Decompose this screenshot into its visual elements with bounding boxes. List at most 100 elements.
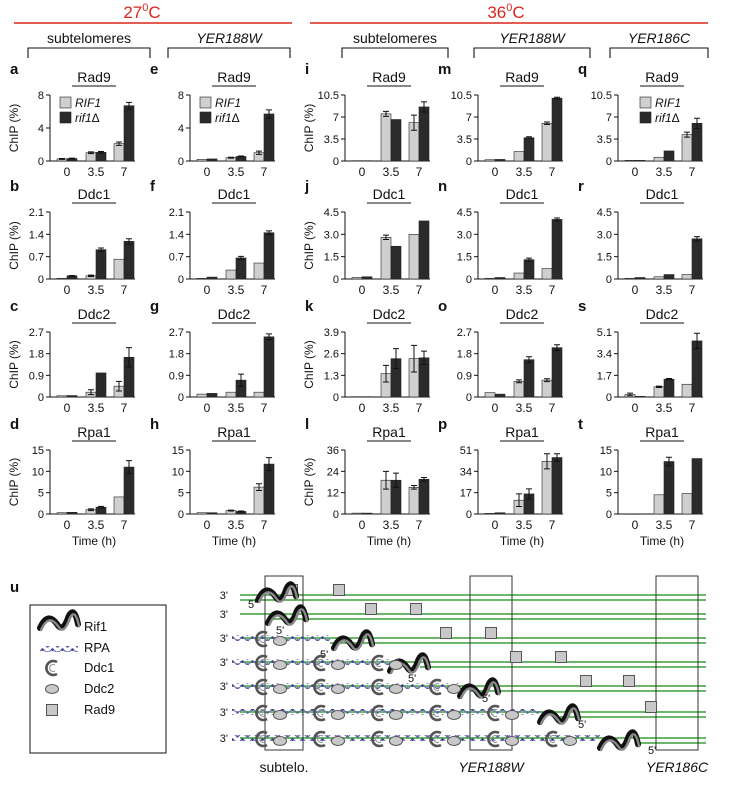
rad9-icon <box>485 627 497 639</box>
y-tick-label: 15 <box>172 445 184 457</box>
x-tick-label: 0 <box>492 165 499 179</box>
error-bar <box>383 110 389 117</box>
legend-swatch-wt <box>59 96 72 109</box>
x-tick-label: 3.5 <box>516 165 533 179</box>
error-bar <box>383 234 389 241</box>
error-bar <box>554 217 560 222</box>
x-tick-label: 0 <box>632 518 639 532</box>
y-tick-label: 0 <box>606 509 612 521</box>
y-axis-label: ChIP (%) <box>7 340 21 388</box>
x-axis-label: Time (h) <box>72 534 116 548</box>
bar-rif1-delta <box>235 257 247 280</box>
panel-letter: t <box>578 416 583 433</box>
y-tick-label: 0 <box>466 274 472 286</box>
error-bar <box>266 109 272 119</box>
y-tick-label: 10.5 <box>591 90 612 102</box>
y-tick-label: 12 <box>327 488 339 500</box>
error-bar <box>69 157 75 160</box>
bar-rif1-delta <box>263 113 275 162</box>
bar-rif1-delta <box>418 220 430 280</box>
protein-label: Ddc2 <box>78 306 111 322</box>
y-tick-label: 0 <box>333 156 339 168</box>
error-bar <box>421 101 427 113</box>
bar-rif1-wt <box>653 156 665 162</box>
y-tick-label: 2.1 <box>29 207 44 219</box>
error-bar <box>266 457 272 471</box>
bar-rif1-delta <box>523 359 535 398</box>
rpa-icon <box>232 735 600 741</box>
protein-label: Ddc1 <box>646 186 679 202</box>
bar-rif1-delta <box>206 276 218 280</box>
x-tick-label: 3.5 <box>383 283 400 297</box>
error-bar <box>383 364 389 383</box>
group-bracket <box>27 47 151 58</box>
y-tick-label: 2.1 <box>169 207 184 219</box>
panel-letter: n <box>438 178 447 195</box>
y-axis-label: ChIP (%) <box>7 104 21 152</box>
ddc1-icon <box>255 630 268 648</box>
error-bar <box>98 247 104 252</box>
legend-label-rpa: RPA <box>84 640 110 655</box>
ddc1-icon <box>545 730 558 748</box>
ddc2-icon <box>273 736 287 746</box>
error-bar <box>526 356 532 364</box>
bar-rif1-delta <box>390 119 402 162</box>
chart-panel-f: f Ddc1 0 0.7 1.4 2.1 0 3.5 7 <box>150 178 275 297</box>
bar-rif1-delta <box>418 479 430 515</box>
ddc2-icon <box>447 736 461 746</box>
y-tick-label: 0 <box>333 509 339 521</box>
y-tick-label: 0 <box>606 274 612 286</box>
bar-rif1-delta <box>494 277 506 280</box>
ddc1-inner <box>259 634 266 644</box>
rif1-icon <box>37 609 81 631</box>
rad9-icon <box>623 675 635 687</box>
x-tick-label: 3.5 <box>228 165 245 179</box>
y-tick-label: 0 <box>178 509 184 521</box>
error-bar <box>393 348 399 370</box>
y-tick-label: 0 <box>38 392 44 404</box>
panel-letter: b <box>10 178 19 195</box>
y-tick-label: 15 <box>600 445 612 457</box>
x-tick-label: 7 <box>121 401 128 415</box>
rif1-shade <box>257 585 299 604</box>
error-bar <box>694 236 700 242</box>
bar-rif1-delta <box>206 512 218 515</box>
ddc1-inner <box>49 663 56 673</box>
group-bracket <box>609 47 709 58</box>
bar-rif1-wt <box>351 160 363 162</box>
y-tick-label: 0 <box>178 156 184 168</box>
ddc2-icon <box>447 684 461 694</box>
y-tick-label: 0 <box>606 156 612 168</box>
x-tick-label: 3.5 <box>656 401 673 415</box>
chart-panel-n: n Ddc1 0 1.5 3.0 4.5 0 3.5 7 <box>438 178 563 297</box>
bar-rif1-wt <box>513 381 525 398</box>
bar-rif1-wt <box>351 396 363 398</box>
chart-panel-t: t Rpa1 0 5 10 15 0 3.5 7 Time (h) <box>578 416 703 548</box>
ddc1-icon <box>429 730 442 748</box>
region-label: YER188W <box>458 759 525 775</box>
x-tick-label: 0 <box>64 518 71 532</box>
bar-rif1-delta <box>95 372 107 398</box>
bar-rif1-wt <box>484 277 496 280</box>
x-tick-label: 3.5 <box>656 165 673 179</box>
ddc2-icon <box>389 684 403 694</box>
x-tick-label: 7 <box>416 401 423 415</box>
ddc1-icon <box>313 704 326 722</box>
legend-swatch-mut <box>199 111 212 124</box>
y-tick-label: 5 <box>606 488 612 500</box>
bar-rif1-wt <box>253 486 265 515</box>
rif1-shade <box>333 633 375 652</box>
x-tick-label: 0 <box>64 165 71 179</box>
three-prime-label: 3' <box>220 733 228 745</box>
three-prime-label: 3' <box>220 590 228 602</box>
x-tick-label: 7 <box>416 165 423 179</box>
rif1-shade <box>459 681 501 700</box>
x-tick-label: 0 <box>632 283 639 297</box>
bar-rif1-wt <box>253 391 265 398</box>
y-tick-label: 3.9 <box>324 327 339 339</box>
panel-letter: c <box>10 298 18 315</box>
y-tick-label: 4 <box>38 123 44 135</box>
y-tick-label: 10 <box>32 466 44 478</box>
